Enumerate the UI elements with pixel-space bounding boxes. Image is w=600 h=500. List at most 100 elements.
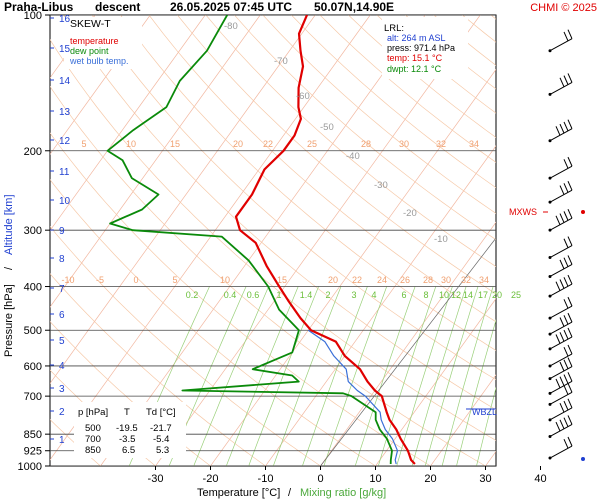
dew-point-line <box>106 15 393 465</box>
wind-barb <box>548 180 573 204</box>
xlabel-sep: / <box>288 487 292 499</box>
isotherm-label: -10 <box>434 234 448 245</box>
dry-adiabat <box>490 15 496 20</box>
plot-labels: -80-70-60-50-40-30-20-105 10 15 20 22 25 28 30 3… <box>61 21 521 300</box>
altitude-tick-label: 13 <box>59 107 71 118</box>
profile-lines <box>106 15 416 465</box>
altitude-tick-label: 11 <box>59 167 70 178</box>
plot-frame <box>49 14 497 467</box>
table-header-p: p [hPa] <box>78 407 108 418</box>
mixing-ratio-label: 1 <box>276 290 281 300</box>
isotherm <box>375 298 496 466</box>
wind-barb <box>548 73 573 96</box>
adiabat-label: 24 <box>377 275 387 285</box>
table-cell: -21.7 <box>150 423 172 434</box>
pressure-tick-label: 700 <box>24 391 42 403</box>
header-mode: descent <box>95 0 140 14</box>
legend-dew-point: dew point <box>70 46 109 56</box>
pressure-tick-label: 100 <box>24 10 42 22</box>
table-cell: 500 <box>85 423 101 434</box>
isotherm <box>50 15 151 155</box>
table-header-td: Td [°C] <box>146 407 176 418</box>
isotherm <box>100 15 426 466</box>
altitude-tick-label: 1 <box>59 435 65 446</box>
adiabat-label: 30 <box>441 275 451 285</box>
wind-barb <box>548 296 573 320</box>
adiabat-label: 20 <box>328 275 338 285</box>
lrl-temp: temp: 15.1 °C <box>387 53 443 63</box>
reference-line <box>320 237 496 466</box>
mixing-ratio-label: 3 <box>351 290 356 300</box>
xlabel-temp: Temperature [°C] <box>197 487 280 499</box>
adiabat-label: 15 <box>277 275 287 285</box>
adiabat-label: 26 <box>400 275 410 285</box>
xlabel-mix: Mixing ratio [g/kg] <box>300 487 386 499</box>
table-cell: 700 <box>85 434 101 445</box>
lrl-title: LRL: <box>384 23 404 34</box>
isotherm <box>50 15 316 384</box>
wet-bulb-line <box>307 329 399 465</box>
altitude-tick-label: 12 <box>59 136 71 147</box>
wind-barb <box>548 312 573 336</box>
adiabat-label: -5 <box>96 275 104 285</box>
background-lines <box>50 15 496 466</box>
mixing-ratio-label: 1.4 <box>300 290 313 300</box>
isotherm <box>50 15 206 232</box>
table-cell: 6.5 <box>122 445 135 456</box>
adiabat-label: 5 <box>172 275 177 285</box>
mixing-ratio-label: 2 <box>325 290 330 300</box>
altitude-tick-label: 5 <box>59 336 65 347</box>
temperature-tick-label: -10 <box>258 473 274 485</box>
adiabat-label: 25 <box>307 139 317 149</box>
isotherm-label: -60 <box>296 91 310 102</box>
adiabat-label: 28 <box>361 139 371 149</box>
ylabel-altitude: Altitude [km] <box>3 194 15 255</box>
mixing-ratio-label: 0.4 <box>224 290 237 300</box>
adiabat-label: -10 <box>61 275 74 285</box>
adiabat-label: 10 <box>220 275 230 285</box>
temperature-tick-label: -20 <box>203 473 219 485</box>
isotherm <box>430 374 496 466</box>
isotherm-label: -80 <box>224 21 238 32</box>
mixing-ratio-label: 0.2 <box>186 290 199 300</box>
isotherm <box>210 68 496 466</box>
wind-barb <box>548 383 573 406</box>
temperature-line <box>234 15 416 465</box>
dry-adiabat <box>120 15 496 351</box>
dry-adiabat <box>177 15 496 295</box>
wind-barb <box>548 156 573 180</box>
altitude-tick-label: 4 <box>59 361 65 372</box>
mxws-label: MXWS <box>509 207 537 217</box>
table-cell: -3.5 <box>119 434 135 445</box>
altitude-tick-label: 2 <box>59 407 65 418</box>
dry-adiabat <box>91 15 496 381</box>
mixing-ratio-label: 8 <box>423 290 428 300</box>
dry-adiabat <box>148 15 496 323</box>
table-header-t: T <box>124 407 130 418</box>
mixing-ratio-label: 25 <box>511 290 521 300</box>
adiabat-label: 10 <box>126 139 136 149</box>
mixing-ratio-label: 10 <box>439 290 449 300</box>
mixing-ratio-label: 6 <box>401 290 406 300</box>
adiabat-label: 15 <box>170 139 180 149</box>
pressure-tick-label: 300 <box>24 225 42 237</box>
adiabat-label: 30 <box>399 139 409 149</box>
pressure-tick-label: 400 <box>24 282 42 294</box>
temperature-tick-label: 40 <box>534 473 546 485</box>
table-cell: 850 <box>85 445 101 456</box>
mixing-ratio-label: 4 <box>371 290 376 300</box>
wind-barb <box>548 29 573 53</box>
mixing-ratio-label: 12 <box>451 290 461 300</box>
altitude-tick-label: 6 <box>59 310 65 321</box>
mixing-ratio-label: 17 <box>478 290 488 300</box>
mixing-ratio-label: 14 <box>463 290 473 300</box>
isotherm-label: -30 <box>374 180 388 191</box>
table-cell: 5.3 <box>156 445 169 456</box>
wind-barb <box>548 398 573 422</box>
adiabat-label: 34 <box>469 139 479 149</box>
wind-barb <box>548 119 573 143</box>
adiabat-label: 5 <box>81 139 86 149</box>
mixing-ratio-label: 20 <box>492 290 502 300</box>
altitude-tick-label: 8 <box>59 254 65 265</box>
